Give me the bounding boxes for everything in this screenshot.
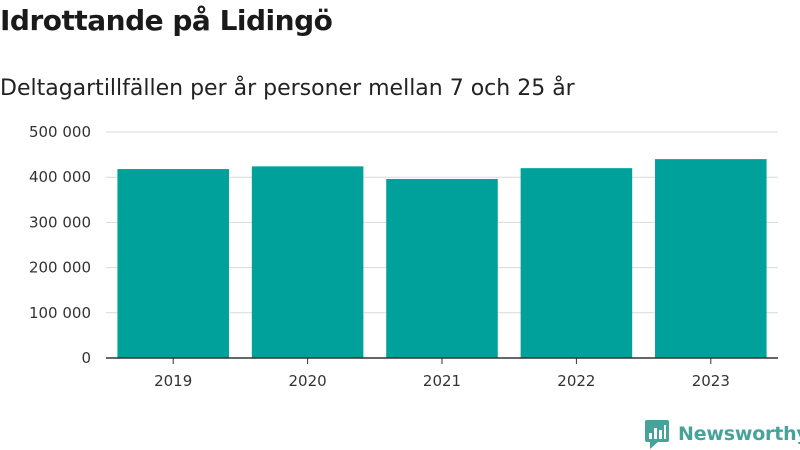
- x-tick-label: 2019: [154, 372, 192, 390]
- x-tick-label: 2020: [289, 372, 327, 390]
- y-tick-label: 400 000: [29, 168, 91, 186]
- bar: [520, 168, 633, 358]
- newsworthy-logo-icon: [645, 420, 669, 449]
- x-tick-label: 2023: [692, 372, 730, 390]
- bar: [251, 166, 364, 358]
- x-tick-label: 2021: [423, 372, 461, 390]
- bar: [386, 179, 498, 358]
- chart-title: Idrottande på Lidingö: [0, 4, 333, 37]
- y-tick-label: 100 000: [29, 304, 91, 322]
- y-tick-label: 500 000: [29, 123, 91, 141]
- logo-text: Newsworthy: [678, 423, 800, 445]
- newsworthy-logo[interactable]: Newsworthy: [644, 419, 800, 449]
- chart-subtitle: Deltagartillfällen per år personer mella…: [0, 76, 575, 101]
- x-tick-label: 2022: [557, 372, 595, 390]
- bar: [655, 159, 767, 358]
- y-tick-label: 300 000: [29, 213, 91, 231]
- y-tick-label: 0: [81, 349, 91, 367]
- bar: [117, 169, 229, 358]
- y-tick-label: 200 000: [29, 259, 91, 277]
